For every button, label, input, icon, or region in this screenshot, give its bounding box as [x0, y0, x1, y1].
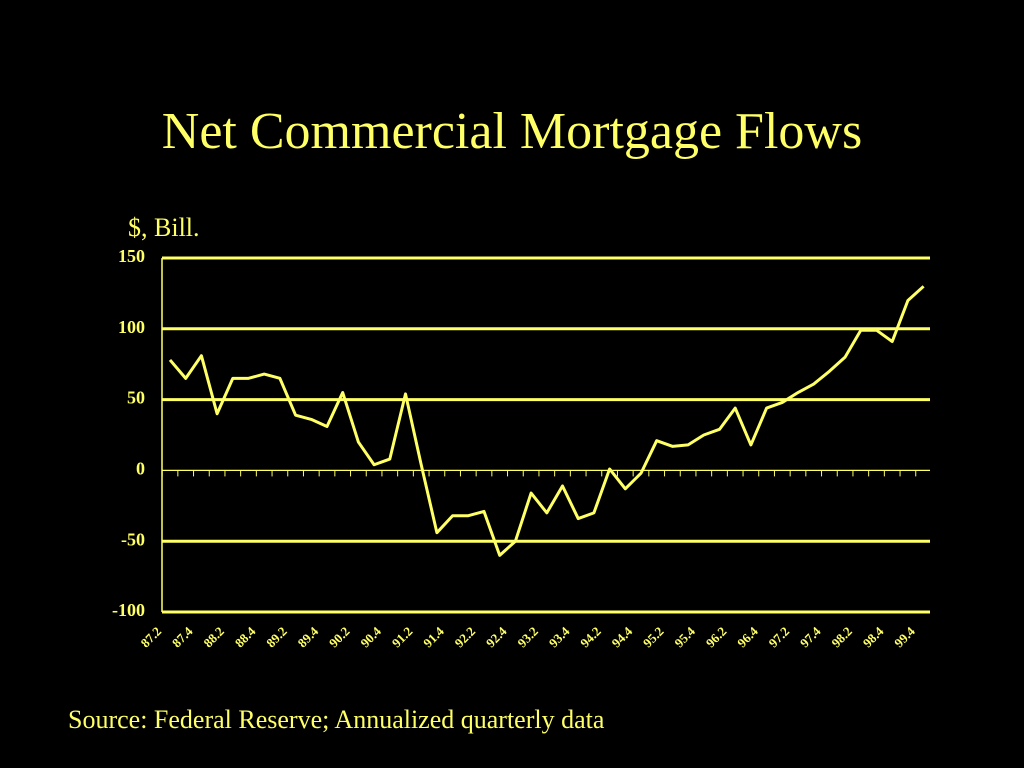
y-axis-label: $, Bill.	[128, 213, 200, 242]
x-tick-label: 97.4	[797, 623, 824, 650]
x-tick-label: 90.4	[357, 623, 384, 650]
x-tick-label: 87.4	[169, 623, 196, 650]
x-tick-label: 96.4	[734, 623, 761, 650]
x-tick-label: 93.2	[514, 624, 541, 651]
chart-title: Net Commercial Mortgage Flows	[162, 103, 862, 160]
x-tick-label: 92.4	[483, 623, 510, 650]
x-tick-label: 97.2	[766, 624, 793, 651]
x-tick-label: 94.4	[609, 623, 636, 650]
x-tick-label: 89.2	[263, 624, 290, 651]
x-tick-label: 95.4	[671, 623, 698, 650]
y-tick-label: -50	[121, 529, 145, 549]
x-tick-label: 91.2	[389, 624, 416, 651]
x-tick-label: 98.2	[828, 624, 855, 651]
x-tick-label: 98.4	[860, 623, 887, 650]
x-tick-label: 99.4	[891, 623, 918, 650]
y-tick-label: 0	[136, 459, 145, 479]
x-tick-label: 89.4	[295, 623, 322, 650]
y-tick-label: 100	[118, 317, 145, 337]
y-tick-label: 150	[118, 246, 145, 266]
x-tick-label: 88.2	[200, 624, 227, 651]
x-tick-label: 88.4	[232, 623, 259, 650]
x-tick-label: 94.2	[577, 624, 604, 651]
y-tick-label: 50	[127, 388, 145, 408]
x-tick-label: 90.2	[326, 624, 353, 651]
y-tick-label: -100	[112, 600, 145, 620]
source-note: Source: Federal Reserve; Annualized quar…	[68, 705, 605, 734]
x-tick-label: 93.4	[546, 623, 573, 650]
x-tick-label: 95.2	[640, 624, 667, 651]
x-tick-label: 96.2	[703, 624, 730, 651]
x-tick-label: 92.2	[452, 624, 479, 651]
x-tick-label: 87.2	[138, 624, 165, 651]
data-line	[168, 285, 925, 557]
x-tick-label: 91.4	[420, 623, 447, 650]
